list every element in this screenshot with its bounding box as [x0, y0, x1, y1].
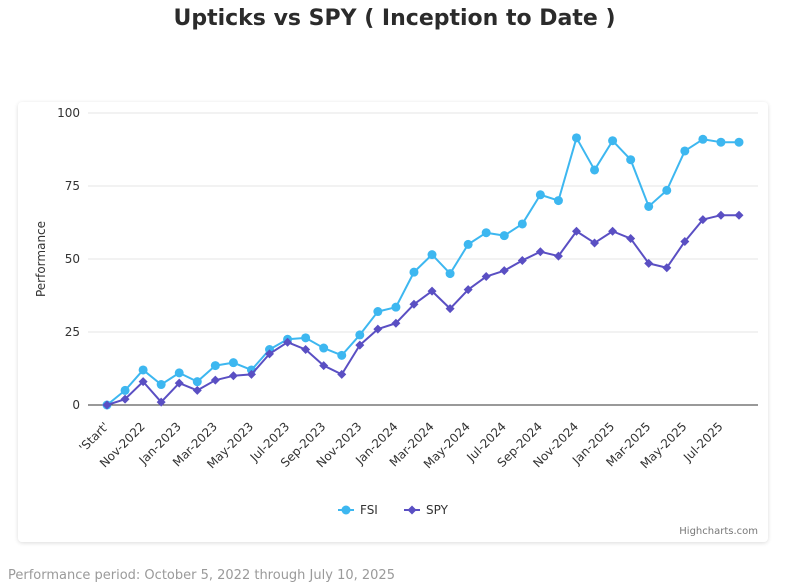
data-point-fsi[interactable]	[517, 219, 527, 229]
x-axis: 'Start'Nov-2022Jan-2023Mar-2023May-2023J…	[76, 404, 758, 471]
data-point-fsi[interactable]	[228, 358, 238, 368]
data-point-spy[interactable]	[120, 394, 130, 404]
data-point-spy[interactable]	[662, 263, 672, 273]
data-point-fsi[interactable]	[301, 333, 311, 343]
data-point-fsi[interactable]	[337, 350, 347, 360]
data-point-spy[interactable]	[156, 397, 166, 407]
data-point-fsi[interactable]	[445, 269, 455, 279]
data-point-fsi[interactable]	[716, 137, 726, 147]
data-point-spy[interactable]	[246, 369, 256, 379]
data-point-spy[interactable]	[319, 361, 329, 371]
data-point-fsi[interactable]	[192, 377, 202, 387]
data-point-spy[interactable]	[571, 226, 581, 236]
data-point-spy[interactable]	[427, 286, 437, 296]
data-point-fsi[interactable]	[138, 365, 148, 375]
data-point-spy[interactable]	[463, 285, 473, 295]
data-point-spy[interactable]	[192, 385, 202, 395]
data-point-spy[interactable]	[499, 266, 509, 276]
data-point-spy[interactable]	[283, 337, 293, 347]
data-point-fsi[interactable]	[644, 201, 654, 211]
data-point-fsi[interactable]	[156, 380, 166, 390]
data-point-spy[interactable]	[409, 299, 419, 309]
data-point-spy[interactable]	[626, 234, 636, 244]
performance-period-note: Performance period: October 5, 2022 thro…	[8, 568, 395, 583]
data-point-spy[interactable]	[138, 377, 148, 387]
data-point-spy[interactable]	[716, 210, 726, 220]
y-tick-label: 100	[57, 106, 80, 120]
data-point-fsi[interactable]	[174, 368, 184, 378]
data-point-fsi[interactable]	[210, 361, 220, 371]
legend-marker	[407, 505, 417, 515]
data-point-fsi[interactable]	[535, 190, 545, 200]
data-point-fsi[interactable]	[319, 343, 329, 353]
y-tick-label: 50	[65, 252, 80, 266]
data-point-fsi[interactable]	[590, 165, 600, 175]
data-point-fsi[interactable]	[571, 133, 581, 143]
y-axis: 0 25 50 75 100 Performance	[34, 106, 80, 412]
data-point-spy[interactable]	[301, 345, 311, 355]
legend-label: FSI	[360, 503, 378, 517]
data-point-fsi[interactable]	[481, 228, 491, 238]
data-point-fsi[interactable]	[373, 307, 383, 317]
data-point-fsi[interactable]	[391, 302, 401, 312]
chart-card: 0 25 50 75 100 Performance 'Start' Nov-2022 Jan…	[18, 102, 768, 542]
data-point-fsi[interactable]	[120, 385, 130, 395]
legend[interactable]: FSI SPY	[338, 503, 449, 517]
data-point-spy[interactable]	[698, 215, 708, 225]
data-point-spy[interactable]	[517, 255, 527, 265]
data-point-spy[interactable]	[445, 304, 455, 314]
data-point-fsi[interactable]	[608, 136, 618, 146]
data-point-spy[interactable]	[337, 369, 347, 379]
legend-marker	[341, 505, 351, 515]
data-point-spy[interactable]	[481, 272, 491, 282]
data-point-fsi[interactable]	[698, 134, 708, 144]
data-point-spy[interactable]	[228, 371, 238, 381]
line-chart: 0 25 50 75 100 Performance 'Start'Nov-2022Jan…	[34, 106, 758, 537]
x-tick-label: 'Start'	[76, 419, 111, 454]
y-tick-label: 75	[65, 179, 80, 193]
data-point-spy[interactable]	[535, 247, 545, 257]
data-point-spy[interactable]	[265, 349, 275, 359]
data-point-fsi[interactable]	[409, 267, 419, 277]
data-point-fsi[interactable]	[463, 239, 473, 249]
data-point-fsi[interactable]	[355, 330, 365, 340]
data-point-spy[interactable]	[174, 378, 184, 388]
data-point-spy[interactable]	[608, 226, 618, 236]
chart-title: Upticks vs SPY ( Inception to Date )	[173, 6, 616, 31]
data-point-spy[interactable]	[102, 400, 112, 410]
credits-link[interactable]: Highcharts.com	[679, 526, 758, 537]
y-tick-label: 0	[72, 398, 80, 412]
y-tick-label: 25	[65, 325, 80, 339]
series-line-fsi	[106, 136, 739, 406]
data-point-spy[interactable]	[644, 258, 654, 268]
data-point-fsi[interactable]	[553, 196, 563, 206]
data-point-spy[interactable]	[210, 375, 220, 385]
legend-label: SPY	[426, 503, 449, 517]
x-tick-label: Jul-2025	[680, 419, 726, 465]
series-layer	[102, 133, 744, 410]
data-point-spy[interactable]	[553, 251, 563, 261]
data-point-fsi[interactable]	[680, 146, 690, 156]
data-point-spy[interactable]	[590, 238, 600, 248]
data-point-fsi[interactable]	[427, 250, 437, 260]
data-point-spy[interactable]	[391, 318, 401, 328]
data-point-fsi[interactable]	[734, 137, 744, 147]
legend-item-fsi[interactable]: FSI	[338, 503, 378, 517]
data-point-fsi[interactable]	[626, 155, 636, 165]
data-point-spy[interactable]	[355, 340, 365, 350]
data-point-spy[interactable]	[373, 324, 383, 334]
grid-lines	[88, 112, 758, 333]
data-point-fsi[interactable]	[662, 185, 672, 195]
data-point-fsi[interactable]	[499, 231, 509, 241]
legend-item-spy[interactable]: SPY	[404, 503, 449, 517]
data-point-spy[interactable]	[680, 236, 690, 246]
y-axis-title: Performance	[34, 221, 48, 297]
data-point-spy[interactable]	[734, 210, 744, 220]
series-line-spy	[106, 214, 739, 406]
